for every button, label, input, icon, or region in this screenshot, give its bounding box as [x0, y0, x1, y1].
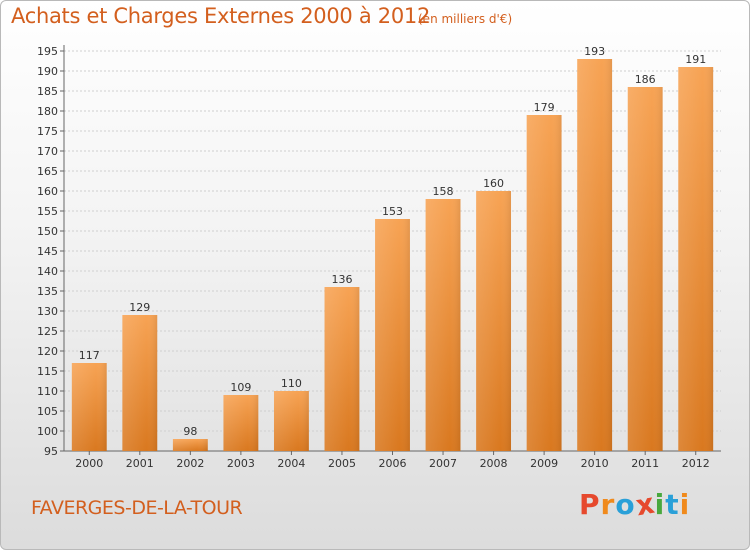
- bar-shade-2012: [678, 67, 714, 451]
- axes: 95 100 105 110 115 120 125 130 135 140 145 150 155 16…: [37, 45, 721, 470]
- x-tick-label: 2002: [176, 457, 204, 470]
- chart-subtitle: (en milliers d'€): [418, 12, 513, 26]
- y-tick-label: 180: [37, 105, 58, 118]
- logo-letter: i: [679, 488, 691, 521]
- bar-shade-2002: [172, 439, 208, 451]
- bar-shade-2003: [223, 395, 259, 451]
- y-tick-label: 145: [37, 245, 58, 258]
- data-label: 136: [331, 273, 352, 286]
- bar-shade-2010: [577, 59, 613, 451]
- y-tick-label: 150: [37, 225, 58, 238]
- data-label: 110: [281, 377, 302, 390]
- bar-shade-2005: [324, 287, 360, 451]
- y-tick-label: 190: [37, 65, 58, 78]
- y-tick-label: 105: [37, 405, 58, 418]
- y-tick-label: 165: [37, 165, 58, 178]
- y-tick-label: 135: [37, 285, 58, 298]
- x-tick-label: 2010: [581, 457, 609, 470]
- x-tick-label: 2000: [75, 457, 103, 470]
- x-tick-label: 2012: [682, 457, 710, 470]
- y-tick-label: 115: [37, 365, 58, 378]
- logo-letter: o: [615, 488, 636, 521]
- y-tick-label: 170: [37, 145, 58, 158]
- data-label: 129: [129, 301, 150, 314]
- bar-shade-2006: [375, 219, 410, 451]
- y-tick-label: 155: [37, 205, 58, 218]
- logo-letter: r: [600, 488, 616, 521]
- bars: [71, 59, 714, 451]
- logo-letter: P: [579, 488, 601, 521]
- data-label: 193: [584, 45, 605, 58]
- data-label: 109: [230, 381, 251, 394]
- y-tick-label: 100: [37, 425, 58, 438]
- y-tick-label: 195: [37, 45, 58, 58]
- y-tick-label: 175: [37, 125, 58, 138]
- data-labels: 117 129 98 109 110 136 153 158 160 179 193 186 191: [79, 45, 706, 438]
- y-tick-label: 140: [37, 265, 58, 278]
- y-tick-label: 125: [37, 325, 58, 338]
- logo-letter: t: [665, 488, 680, 521]
- data-label: 117: [79, 349, 100, 362]
- logo-letter: i: [654, 488, 666, 521]
- data-label: 153: [382, 205, 403, 218]
- x-tick-label: 2003: [227, 457, 255, 470]
- commune-name: FAVERGES-DE-LA-TOUR: [31, 497, 243, 519]
- bar-shade-2009: [526, 115, 562, 451]
- bar-shade-2004: [273, 391, 309, 451]
- x-tick-label: 2008: [480, 457, 508, 470]
- x-tick-label: 2004: [277, 457, 305, 470]
- y-tick-label: 160: [37, 185, 58, 198]
- x-tick-label: 2005: [328, 457, 356, 470]
- y-tick-label: 110: [37, 385, 58, 398]
- data-label: 160: [483, 177, 504, 190]
- proxiti-logo: Proxiti: [579, 487, 691, 523]
- y-tick-label: 120: [37, 345, 58, 358]
- data-label: 98: [183, 425, 197, 438]
- data-label: 158: [433, 185, 454, 198]
- x-tick-label: 2009: [530, 457, 558, 470]
- chart-title: Achats et Charges Externes 2000 à 2012: [11, 4, 431, 28]
- x-tick-label: 2006: [379, 457, 407, 470]
- x-tick-label: 2011: [631, 457, 659, 470]
- bar-shade-2008: [476, 191, 512, 451]
- data-label: 186: [635, 73, 656, 86]
- x-tick-label: 2001: [126, 457, 154, 470]
- data-label: 179: [534, 101, 555, 114]
- bar-shade-2011: [627, 87, 663, 451]
- bar-shade-2007: [425, 199, 461, 451]
- bar-shade-2001: [122, 315, 158, 451]
- y-tick-label: 95: [44, 445, 58, 458]
- bar-shade-2000: [71, 363, 107, 451]
- y-tick-label: 130: [37, 305, 58, 318]
- x-tick-label: 2007: [429, 457, 457, 470]
- data-label: 191: [685, 53, 706, 66]
- y-tick-label: 185: [37, 85, 58, 98]
